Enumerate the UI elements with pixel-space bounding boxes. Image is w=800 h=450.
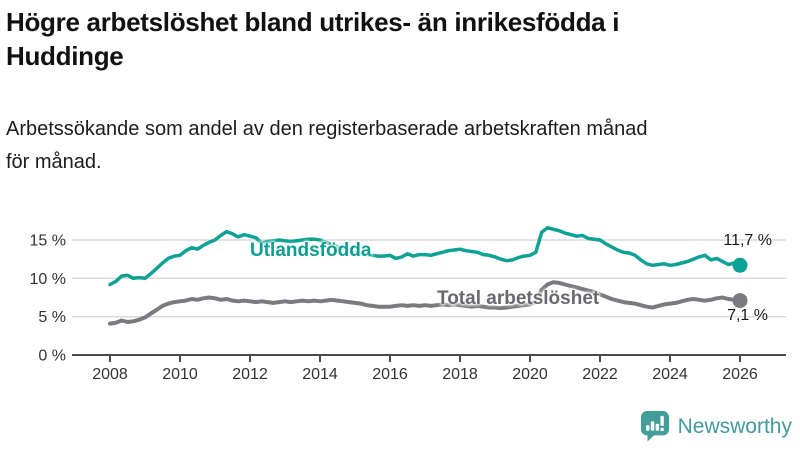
series-line-1 xyxy=(108,280,742,326)
x-tick-label: 2022 xyxy=(582,366,618,383)
y-tick-label: 0 % xyxy=(38,348,66,365)
newsworthy-wordmark: Newsworthy xyxy=(677,414,792,438)
series-end-dot-0 xyxy=(732,257,748,273)
y-tick-label: 15 % xyxy=(30,233,66,250)
y-tick-label: 10 % xyxy=(30,271,66,288)
subtitle-line-2: för månad. xyxy=(6,151,102,173)
x-tick-label: 2012 xyxy=(232,366,268,383)
x-tick-label: 2016 xyxy=(372,366,408,383)
series-end-dot-1 xyxy=(732,293,748,309)
x-tick-label: 2014 xyxy=(302,366,338,383)
series-label-utlandsfodda: Utlandsfödda xyxy=(250,240,372,261)
title-line-2: Huddinge xyxy=(6,41,124,71)
end-value-label-utlandsfodda: 11,7 % xyxy=(723,232,772,249)
x-tick-label: 2018 xyxy=(442,366,478,383)
x-tick-label: 2026 xyxy=(722,366,758,383)
x-tick-label: 2010 xyxy=(162,366,198,383)
page-title: Högre arbetslöshet bland utrikes- än inr… xyxy=(6,5,794,73)
x-tick-label: 2020 xyxy=(512,366,548,383)
chart-subtitle: Arbetssökande som andel av den registerb… xyxy=(6,113,794,179)
subtitle-line-1: Arbetssökande som andel av den registerb… xyxy=(6,118,648,140)
series-line-0 xyxy=(108,225,742,287)
y-tick-label: 5 % xyxy=(38,309,66,326)
x-tick-label: 2008 xyxy=(92,366,128,383)
line-chart: 0 % 5 % 10 % 15 % 2008 2010 2012 2014 2016 2018 20… xyxy=(0,215,800,400)
end-value-label-total: 7,1 % xyxy=(727,307,768,324)
title-line-1: Högre arbetslöshet bland utrikes- än inr… xyxy=(6,7,620,37)
series-label-total-arbetsloshet: Total arbetslöshet xyxy=(437,288,600,309)
x-tick-label: 2024 xyxy=(652,366,688,383)
line-chart-svg: 0 % 5 % 10 % 15 % 2008 2010 2012 2014 2016 2018 20… xyxy=(30,225,786,383)
bar-chart-speech-bubble-icon xyxy=(640,411,669,442)
newsworthy-logo[interactable]: Newsworthy xyxy=(640,410,792,443)
